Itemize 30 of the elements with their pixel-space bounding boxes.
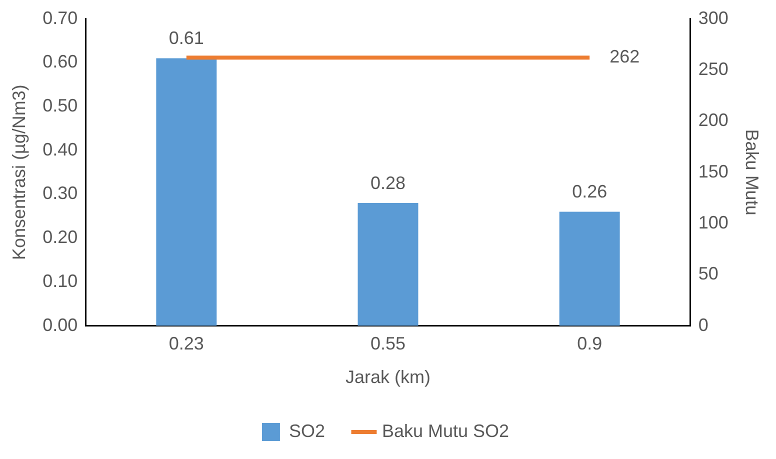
bar [559, 212, 620, 326]
y-tick-label: 0.00 [42, 314, 78, 335]
bar [358, 203, 418, 326]
y2-tick-label: 0 [698, 314, 708, 335]
legend-label: SO2 [288, 420, 325, 441]
y-tick-label: 0.20 [42, 227, 78, 248]
data-label: 262 [610, 46, 640, 67]
x-axis-title: Jarak (km) [346, 367, 430, 388]
data-label: 0.28 [370, 172, 406, 193]
x-tick-label: 0.23 [168, 334, 204, 354]
bar [156, 58, 217, 326]
y-tick-label: 0.40 [42, 139, 78, 160]
y2-axis-title: Baku Mutu [742, 129, 762, 216]
x-tick-label: 0.55 [370, 334, 406, 354]
data-label: 0.61 [168, 28, 204, 48]
y-tick-label: 0.30 [42, 183, 78, 204]
y2-tick-label: 50 [698, 264, 718, 284]
y-tick-label: 0.10 [42, 270, 78, 291]
y2-tick-label: 300 [698, 8, 728, 28]
y2-tick-label: 100 [698, 212, 728, 232]
y-tick-label: 0.50 [42, 95, 78, 116]
y2-tick-label: 200 [698, 110, 728, 130]
y-tick-label: 0.70 [42, 8, 78, 28]
x-tick-label: 0.9 [577, 334, 602, 354]
y-axis-title: Konsentrasi (µg/Nm3) [8, 84, 29, 260]
legend-label: Baku Mutu SO2 [382, 420, 510, 441]
data-label: 0.26 [572, 182, 608, 202]
y2-tick-label: 250 [698, 58, 728, 79]
y2-tick-label: 150 [698, 161, 728, 182]
y-tick-label: 0.60 [42, 52, 78, 72]
